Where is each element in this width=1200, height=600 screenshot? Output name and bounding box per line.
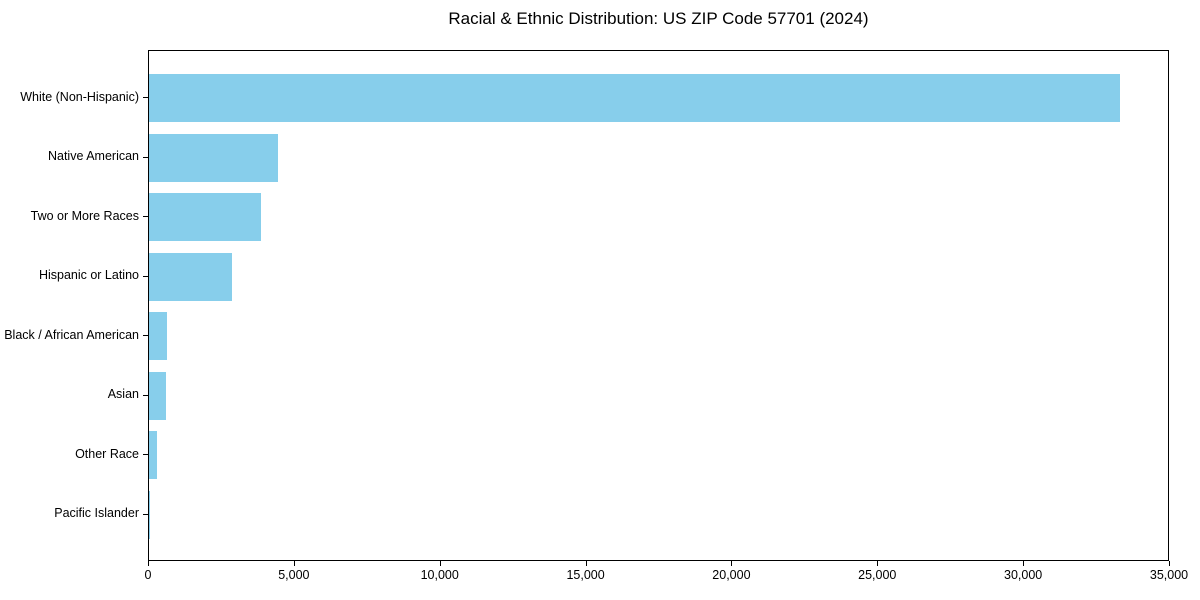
bar-two-or-more-races	[149, 193, 262, 242]
x-tick-mark	[1023, 561, 1025, 566]
bar-pacific-islander	[149, 490, 150, 539]
y-tick-mark	[143, 513, 148, 515]
y-tick-mark	[143, 156, 148, 158]
y-tick-mark	[143, 216, 148, 218]
x-tick-mark	[731, 561, 733, 566]
y-tick-label: Hispanic or Latino	[38, 268, 139, 283]
x-tick-label: 0	[144, 568, 152, 582]
x-tick-label: 10,000	[420, 568, 459, 582]
y-tick-mark	[143, 454, 148, 456]
x-tick-mark	[439, 561, 441, 566]
y-tick-label: Other Race	[75, 446, 139, 461]
x-tick-mark	[585, 561, 587, 566]
bar-native-american	[149, 133, 278, 182]
y-tick-label: White (Non-Hispanic)	[20, 89, 139, 104]
y-tick-mark	[143, 335, 148, 337]
bar-white-non-hispanic	[149, 74, 1121, 122]
bar-black-african-american	[149, 312, 167, 361]
y-tick-mark	[143, 394, 148, 396]
x-tick-mark	[148, 561, 149, 566]
x-tick-label: 5,000	[278, 568, 310, 582]
bar-asian	[149, 371, 166, 420]
x-tick-label: 20,000	[712, 568, 751, 582]
x-tick-mark	[1169, 561, 1170, 566]
y-tick-label: Native American	[47, 149, 139, 164]
plot-area	[148, 50, 1169, 561]
y-tick-mark	[143, 97, 148, 98]
x-tick-label: 25,000	[858, 568, 897, 582]
x-tick-label: 35,000	[1149, 568, 1189, 582]
bar-other-race	[149, 431, 158, 480]
x-tick-label: 15,000	[566, 568, 605, 582]
y-tick-label: Black / African American	[4, 327, 139, 342]
y-tick-mark	[143, 275, 148, 277]
x-tick-label: 30,000	[1004, 568, 1043, 582]
y-tick-label: Pacific Islander	[54, 506, 139, 521]
y-tick-label: Asian	[107, 387, 139, 402]
chart-title: Racial & Ethnic Distribution: US ZIP Cod…	[448, 9, 869, 28]
y-tick-label: Two or More Races	[30, 208, 139, 223]
x-tick-mark	[877, 561, 879, 566]
bar-hispanic-or-latino	[149, 252, 233, 301]
x-tick-mark	[293, 561, 295, 566]
